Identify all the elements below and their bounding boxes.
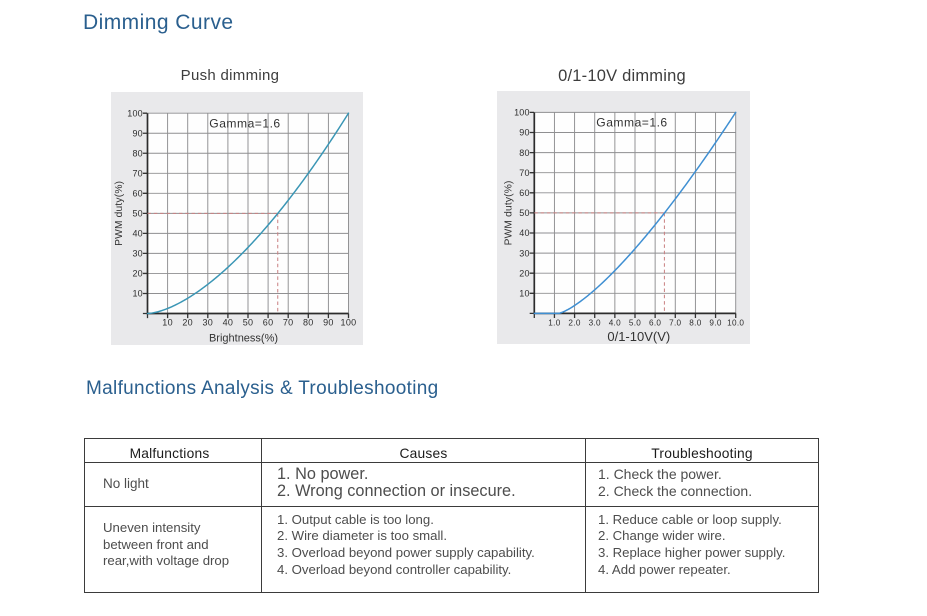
- svg-text:70: 70: [283, 317, 294, 327]
- svg-text:60: 60: [263, 317, 274, 327]
- svg-text:60: 60: [132, 188, 142, 198]
- svg-text:10.0: 10.0: [727, 319, 744, 328]
- svg-text:9.0: 9.0: [709, 319, 721, 328]
- svg-text:40: 40: [132, 228, 142, 238]
- svg-text:Gamma=1.6: Gamma=1.6: [596, 116, 667, 130]
- svg-text:8.0: 8.0: [689, 319, 701, 328]
- svg-text:20: 20: [182, 317, 193, 327]
- svg-text:5.0: 5.0: [629, 319, 641, 328]
- svg-text:90: 90: [132, 128, 142, 138]
- svg-text:30: 30: [132, 248, 142, 258]
- svg-text:80: 80: [303, 317, 314, 327]
- svg-text:1.0: 1.0: [548, 319, 560, 328]
- svg-text:20: 20: [132, 268, 142, 278]
- svg-text:40: 40: [519, 228, 529, 238]
- svg-text:6.0: 6.0: [649, 319, 661, 328]
- svg-text:Brightness(%): Brightness(%): [209, 332, 278, 344]
- svg-text:70: 70: [519, 168, 529, 178]
- svg-text:90: 90: [323, 317, 334, 327]
- svg-text:80: 80: [519, 148, 529, 158]
- svg-text:Gamma=1.6: Gamma=1.6: [209, 116, 280, 130]
- svg-text:80: 80: [132, 148, 142, 158]
- svg-text:60: 60: [519, 188, 529, 198]
- svg-text:70: 70: [132, 168, 142, 178]
- svg-text:40: 40: [223, 317, 234, 327]
- svg-text:0/1-10V(V): 0/1-10V(V): [607, 329, 670, 344]
- svg-text:7.0: 7.0: [669, 319, 681, 328]
- svg-text:10: 10: [162, 317, 173, 327]
- svg-text:100: 100: [127, 108, 143, 118]
- svg-text:3.0: 3.0: [589, 319, 601, 328]
- svg-text:2.0: 2.0: [568, 319, 580, 328]
- svg-text:30: 30: [519, 248, 529, 258]
- svg-text:PWM duty(%): PWM duty(%): [114, 180, 125, 245]
- svg-text:90: 90: [519, 128, 529, 138]
- svg-text:100: 100: [341, 317, 357, 327]
- svg-text:PWM duty(%): PWM duty(%): [503, 180, 514, 245]
- svg-text:30: 30: [202, 317, 213, 327]
- svg-text:50: 50: [132, 208, 142, 218]
- svg-text:100: 100: [514, 108, 530, 118]
- svg-text:10: 10: [519, 289, 529, 299]
- svg-text:50: 50: [243, 317, 254, 327]
- svg-text:50: 50: [519, 208, 529, 218]
- svg-text:10: 10: [132, 288, 142, 298]
- svg-text:20: 20: [519, 268, 529, 278]
- svg-text:4.0: 4.0: [609, 319, 621, 328]
